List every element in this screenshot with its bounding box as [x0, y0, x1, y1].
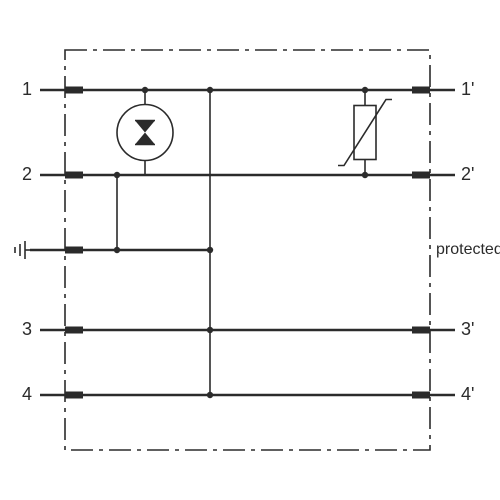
- label-2: 2: [22, 164, 32, 184]
- terminal-pad: [412, 392, 430, 399]
- terminal-pad: [65, 327, 83, 334]
- label-2p: 2': [461, 164, 474, 184]
- terminal-pad: [65, 87, 83, 94]
- terminal-pad: [65, 247, 83, 254]
- circuit-diagram: 1 2 3 4 1' 2' 3' 4' protected: [0, 0, 500, 500]
- varistor: [338, 90, 392, 175]
- label-1p: 1': [461, 79, 474, 99]
- terminal-pad: [65, 172, 83, 179]
- label-4: 4: [22, 384, 32, 404]
- terminal-pad: [412, 172, 430, 179]
- tvs-diode: [117, 90, 173, 175]
- label-protected: protected: [436, 241, 500, 258]
- terminal-pad: [65, 392, 83, 399]
- label-1: 1: [22, 79, 32, 99]
- label-4p: 4': [461, 384, 474, 404]
- terminal-pad: [412, 87, 430, 94]
- terminal-pad: [412, 327, 430, 334]
- label-3p: 3': [461, 319, 474, 339]
- label-3: 3: [22, 319, 32, 339]
